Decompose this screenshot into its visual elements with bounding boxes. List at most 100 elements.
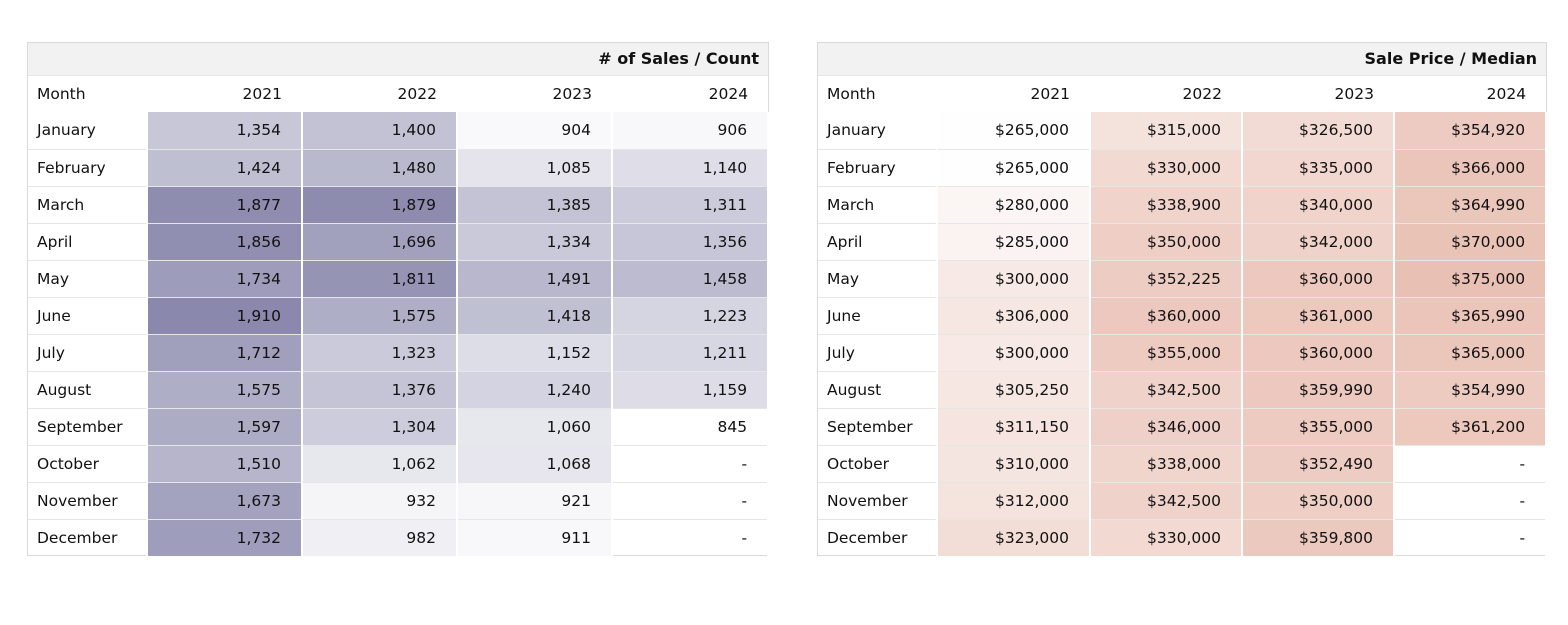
value-cell: 1,085	[456, 149, 613, 187]
sale-price-table: Sale Price / Median Month 2021 2022 2023…	[818, 43, 1548, 556]
month-label: April	[818, 223, 938, 261]
month-label: April	[28, 223, 148, 261]
value-cell: 1,734	[146, 260, 303, 298]
value-cell: 1,152	[456, 334, 613, 372]
month-label: May	[818, 260, 938, 298]
value-cell: $330,000	[1089, 149, 1243, 187]
table-row: December $323,000 $330,000 $359,800-	[818, 519, 1548, 556]
value-cell: 1,597	[146, 408, 303, 446]
value-cell: 1,811	[301, 260, 458, 298]
table-row: March $280,000 $338,900 $340,000 $364,990	[818, 186, 1548, 224]
value-cell: $335,000	[1241, 149, 1395, 187]
value-cell: $306,000	[936, 297, 1091, 335]
sales-count-body: January 1,354 1,400 904 906 February 1,424 1,48…	[28, 112, 770, 556]
value-cell: $300,000	[936, 334, 1091, 372]
value-cell: 904	[456, 112, 613, 150]
value-cell: 1,712	[146, 334, 303, 372]
table-row: September 1,597 1,304 1,060 845	[28, 408, 770, 446]
value-cell: $323,000	[936, 519, 1091, 556]
value-cell: 1,510	[146, 445, 303, 483]
month-label: January	[818, 112, 938, 150]
month-label: July	[28, 334, 148, 372]
month-label: February	[28, 149, 148, 187]
value-cell: 932	[301, 482, 458, 520]
value-cell: $285,000	[936, 223, 1091, 261]
value-cell: 1,062	[301, 445, 458, 483]
value-cell: 982	[301, 519, 458, 556]
value-cell: $366,000	[1392, 149, 1548, 187]
value-cell: $312,000	[936, 482, 1091, 520]
value-cell: 1,856	[146, 223, 303, 261]
month-label: January	[28, 112, 148, 150]
month-label: December	[818, 519, 938, 556]
year-column-header: 2023	[1334, 84, 1374, 103]
month-label: March	[818, 186, 938, 224]
value-cell: 1,060	[456, 408, 613, 446]
month-label: July	[818, 334, 938, 372]
value-cell: $330,000	[1089, 519, 1243, 556]
month-label: December	[28, 519, 148, 556]
value-cell: 1,240	[456, 371, 613, 409]
value-cell: 845	[610, 408, 770, 446]
value-cell: $361,200	[1392, 408, 1548, 446]
month-label: September	[28, 408, 148, 446]
value-cell: 1,480	[301, 149, 458, 187]
value-cell: 921	[456, 482, 613, 520]
value-cell: $342,500	[1089, 371, 1243, 409]
month-column-header: Month	[37, 84, 86, 103]
year-column-header: 2022	[1182, 84, 1222, 103]
value-cell: 1,400	[301, 112, 458, 150]
value-cell: $346,000	[1089, 408, 1243, 446]
value-cell: 1,458	[610, 260, 770, 298]
month-label: June	[28, 297, 148, 335]
value-cell: $338,000	[1089, 445, 1243, 483]
sales-count-table-panel: # of Sales / Count Month 2021 2022 2023 …	[27, 42, 770, 556]
sale-price-body: January $265,000 $315,000 $326,500 $354,920 F…	[818, 112, 1548, 556]
table-row: December 1,732 982 911-	[28, 519, 770, 556]
table-row: June $306,000 $360,000 $361,000 $365,990	[818, 297, 1548, 335]
value-cell: $359,990	[1241, 371, 1395, 409]
value-cell: 1,159	[610, 371, 770, 409]
value-cell: 1,877	[146, 186, 303, 224]
table-row: June 1,910 1,575 1,418 1,223	[28, 297, 770, 335]
value-cell: $354,990	[1392, 371, 1548, 409]
value-cell: -	[1392, 445, 1548, 483]
value-cell: 1,424	[146, 149, 303, 187]
table-row: November 1,673 932 921-	[28, 482, 770, 520]
value-cell: $338,900	[1089, 186, 1243, 224]
value-cell: $342,500	[1089, 482, 1243, 520]
value-cell: $265,000	[936, 112, 1091, 150]
value-cell: 1,732	[146, 519, 303, 556]
value-cell: $280,000	[936, 186, 1091, 224]
month-label: October	[28, 445, 148, 483]
value-cell: 1,354	[146, 112, 303, 150]
table-title: # of Sales / Count	[28, 43, 769, 76]
value-cell: $355,000	[1241, 408, 1395, 446]
value-cell: 1,491	[456, 260, 613, 298]
value-cell: $305,250	[936, 371, 1091, 409]
value-cell: 1,323	[301, 334, 458, 372]
value-cell: $265,000	[936, 149, 1091, 187]
value-cell: -	[610, 519, 770, 556]
table-row: April 1,856 1,696 1,334 1,356	[28, 223, 770, 261]
value-cell: $326,500	[1241, 112, 1395, 150]
value-cell: $361,000	[1241, 297, 1395, 335]
year-column-header: 2024	[1486, 84, 1527, 103]
sale-price-table-panel: Sale Price / Median Month 2021 2022 2023…	[817, 42, 1548, 556]
month-label: September	[818, 408, 938, 446]
value-cell: $352,490	[1241, 445, 1395, 483]
table-row: January 1,354 1,400 904 906	[28, 112, 770, 150]
value-cell: $365,000	[1392, 334, 1548, 372]
month-label: August	[28, 371, 148, 409]
table-row: May $300,000 $352,225 $360,000 $375,000	[818, 260, 1548, 298]
month-label: November	[28, 482, 148, 520]
table-row: February 1,424 1,480 1,085 1,140	[28, 149, 770, 187]
value-cell: 1,879	[301, 186, 458, 224]
table-row: July $300,000 $355,000 $360,000 $365,000	[818, 334, 1548, 372]
month-column-header: Month	[827, 84, 876, 103]
value-cell: $375,000	[1392, 260, 1548, 298]
value-cell: $365,990	[1392, 297, 1548, 335]
value-cell: -	[610, 445, 770, 483]
table-row: March 1,877 1,879 1,385 1,311	[28, 186, 770, 224]
month-label: November	[818, 482, 938, 520]
